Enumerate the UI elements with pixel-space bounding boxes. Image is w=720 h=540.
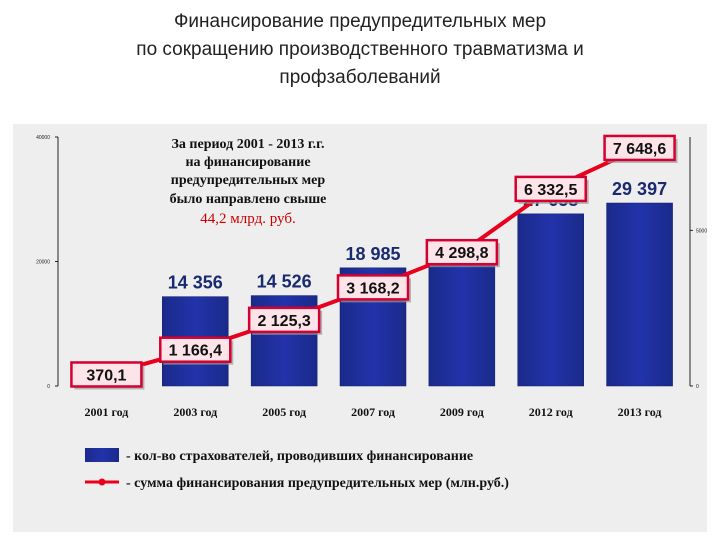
bar-value-label: 18 985 bbox=[345, 244, 400, 264]
x-tick-label: 2013 год bbox=[618, 405, 662, 419]
legend: - кол-во страхователей, проводивших фина… bbox=[85, 448, 509, 491]
value-box bbox=[70, 361, 143, 388]
value-box bbox=[159, 336, 232, 363]
right-axis-tick-label: 0 bbox=[696, 384, 699, 390]
line-value-label: 3 168,2 bbox=[346, 280, 399, 297]
x-tick-label: 2007 год bbox=[351, 405, 395, 419]
left-axis-tick-label: 0 bbox=[47, 384, 50, 390]
bar bbox=[517, 213, 584, 387]
bar bbox=[428, 264, 496, 387]
chart-title: Финансирование предупредительных мер по … bbox=[0, 8, 720, 92]
legend-bar-swatch bbox=[85, 448, 119, 462]
note-line-1: За период 2001 - 2013 г.г. bbox=[172, 137, 325, 152]
line-value-label: 4 298,8 bbox=[435, 245, 488, 262]
line-value-label: 7 648,6 bbox=[613, 141, 666, 158]
x-tick-label: 2012 год bbox=[529, 405, 573, 419]
legend-line-marker bbox=[98, 478, 106, 486]
title-line-3: профзаболеваний bbox=[279, 67, 441, 88]
bar-value-label: 14 356 bbox=[168, 273, 223, 293]
bar bbox=[606, 202, 673, 387]
summary-note: За период 2001 - 2013 г.г. на финансиров… bbox=[170, 137, 327, 227]
note-line-2: на финансирование bbox=[185, 155, 310, 170]
bar-value-label: 29 397 bbox=[612, 179, 667, 199]
x-tick-label: 2009 год bbox=[440, 405, 484, 419]
title-line-1: Финансирование предупредительных мер bbox=[173, 11, 547, 32]
right-axis-tick-label: 5000 bbox=[696, 228, 707, 234]
legend-line-label: - сумма финансирования предупредительных… bbox=[126, 476, 509, 491]
value-box bbox=[514, 175, 587, 203]
bar-value-label: 14 526 bbox=[257, 272, 312, 292]
line-value-label: 1 166,4 bbox=[169, 343, 222, 360]
note-line-4: было направлено свыше bbox=[170, 192, 327, 207]
left-axis-tick-label: 20000 bbox=[36, 260, 50, 266]
x-tick-label: 2001 год bbox=[84, 405, 128, 419]
title-line-2: по сокращению производственного травмати… bbox=[136, 39, 584, 60]
line-value-label: 6 332,5 bbox=[524, 182, 577, 199]
left-axis-tick-label: 40000 bbox=[36, 135, 50, 141]
value-box bbox=[247, 306, 321, 334]
note-highlight: 44,2 млрд. руб. bbox=[200, 211, 295, 227]
note-line-3: предупредительных мер bbox=[171, 173, 326, 188]
line-value-label: 370,1 bbox=[86, 367, 126, 384]
x-tick-label: 2003 год bbox=[173, 405, 217, 419]
value-box bbox=[336, 274, 410, 301]
value-box bbox=[425, 238, 499, 266]
x-tick-label: 2005 год bbox=[262, 405, 306, 419]
legend-bars-label: - кол-во страхователей, проводивших фина… bbox=[126, 449, 473, 464]
value-box bbox=[603, 134, 676, 162]
line-value-label: 2 125,3 bbox=[257, 313, 310, 330]
